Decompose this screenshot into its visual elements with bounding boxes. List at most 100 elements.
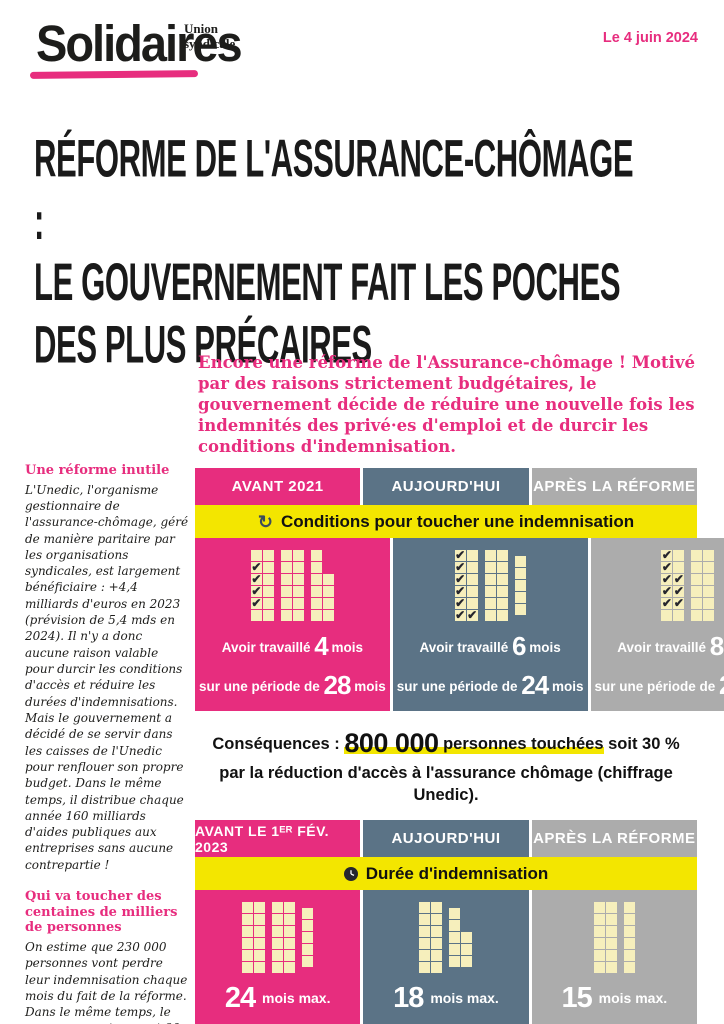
month-cell (254, 937, 266, 949)
month-cell (691, 597, 703, 609)
calendar-block (302, 907, 314, 967)
sidebar-body: On estime que 230 000 personnes vont per… (25, 939, 188, 1024)
consequences-figure: 800 000 (344, 728, 439, 759)
month-cell-checked: ✔ (661, 547, 673, 562)
month-cell (449, 919, 461, 931)
month-cell (419, 913, 431, 925)
month-cell (703, 597, 715, 609)
worked-months-label: Avoir travaillé 4 mois (221, 631, 364, 661)
month-cell (605, 913, 617, 925)
month-cell-checked: ✔ (454, 607, 466, 622)
month-cell (461, 931, 473, 943)
month-cell (302, 943, 314, 955)
month-cell (323, 550, 334, 561)
month-cell (514, 603, 526, 615)
month-cell (242, 925, 254, 937)
month-cell (262, 573, 274, 585)
month-cell (242, 901, 254, 913)
month-cell (419, 937, 431, 949)
month-cell-checked: ✔ (673, 571, 685, 586)
month-cell (691, 561, 703, 573)
month-cell (673, 561, 685, 573)
logo-underline-stroke (29, 70, 199, 79)
month-cell (322, 597, 334, 609)
month-cell (284, 901, 296, 913)
month-cell (242, 913, 254, 925)
month-cell (484, 597, 496, 609)
month-cell (272, 913, 284, 925)
month-cell (250, 609, 262, 621)
month-cell (691, 549, 703, 561)
sidebar-section-reforme-inutile: Une réforme inutile L'Unedic, l'organism… (25, 463, 190, 873)
month-cell (419, 961, 431, 973)
month-cell-checked: ✔ (250, 559, 262, 574)
table2-cell-aujourdhui: 18 mois max. (363, 890, 529, 1024)
month-cell (272, 925, 284, 937)
month-cell (310, 573, 322, 585)
month-cell (605, 937, 617, 949)
month-cell (323, 562, 334, 573)
month-cell (322, 585, 334, 597)
month-cell-checked: ✔ (661, 571, 673, 586)
table1-header-aujourdhui: Aujourd'hui (363, 468, 529, 505)
month-cell (431, 913, 443, 925)
table1-header-row: Avant 2021 Aujourd'hui Après la réforme (195, 468, 697, 505)
calendar-grids (199, 900, 356, 974)
month-cell-checked: ✔ (661, 559, 673, 574)
month-cell (496, 573, 508, 585)
month-cell (262, 585, 274, 597)
month-cell (302, 907, 314, 919)
publication-date: Le 4 juin 2024 (602, 30, 698, 46)
cycle-icon: ↻ (257, 511, 273, 532)
month-cell (262, 597, 274, 609)
month-cell (431, 937, 443, 949)
month-cell (250, 549, 262, 561)
month-cell (262, 609, 274, 621)
conditions-banner-label: Conditions pour toucher une indemnisatio… (280, 511, 635, 531)
worked-months-label: Avoir travaillé 8 mois (617, 631, 724, 661)
month-cell (466, 549, 478, 561)
month-cell (691, 609, 703, 621)
month-cell (623, 913, 635, 925)
month-cell (461, 920, 472, 931)
month-cell (280, 573, 292, 585)
month-cell (284, 937, 296, 949)
logo-tagline: Union syndicale (184, 21, 236, 51)
month-cell (484, 609, 496, 621)
clock-icon (343, 866, 358, 881)
month-cell-checked: ✔ (661, 595, 673, 610)
month-cell (691, 585, 703, 597)
month-cell (514, 591, 526, 603)
duration-banner: Durée d'indemnisation (195, 857, 697, 891)
month-cell (514, 579, 526, 591)
calendar-block (272, 901, 296, 973)
month-cell (262, 549, 274, 561)
table2-cell-avant: 24 mois max. (195, 890, 361, 1024)
month-cell (484, 573, 496, 585)
month-cell (514, 555, 526, 567)
month-cell (322, 573, 334, 585)
month-cell (431, 925, 443, 937)
month-cell (496, 549, 508, 561)
month-cell (449, 907, 461, 919)
month-cell (605, 925, 617, 937)
month-cell (703, 609, 715, 621)
month-cell (466, 561, 478, 573)
month-cell (461, 908, 472, 919)
calendar-block (242, 901, 266, 973)
month-cell (496, 597, 508, 609)
month-cell-checked: ✔ (454, 559, 466, 574)
duration-label: 24 mois max. (224, 982, 331, 1015)
table2-header-avant-fev-2023: Avant le 1ᴱᴿ fév. 2023 (195, 820, 361, 858)
month-cell (605, 949, 617, 961)
month-cell (254, 901, 266, 913)
month-cell (593, 925, 605, 937)
month-cell (673, 549, 685, 561)
month-cell (514, 567, 526, 579)
month-cell (254, 913, 266, 925)
calendar-block (691, 549, 715, 621)
month-cell (310, 585, 322, 597)
month-cell (280, 609, 292, 621)
month-cell (593, 961, 605, 973)
